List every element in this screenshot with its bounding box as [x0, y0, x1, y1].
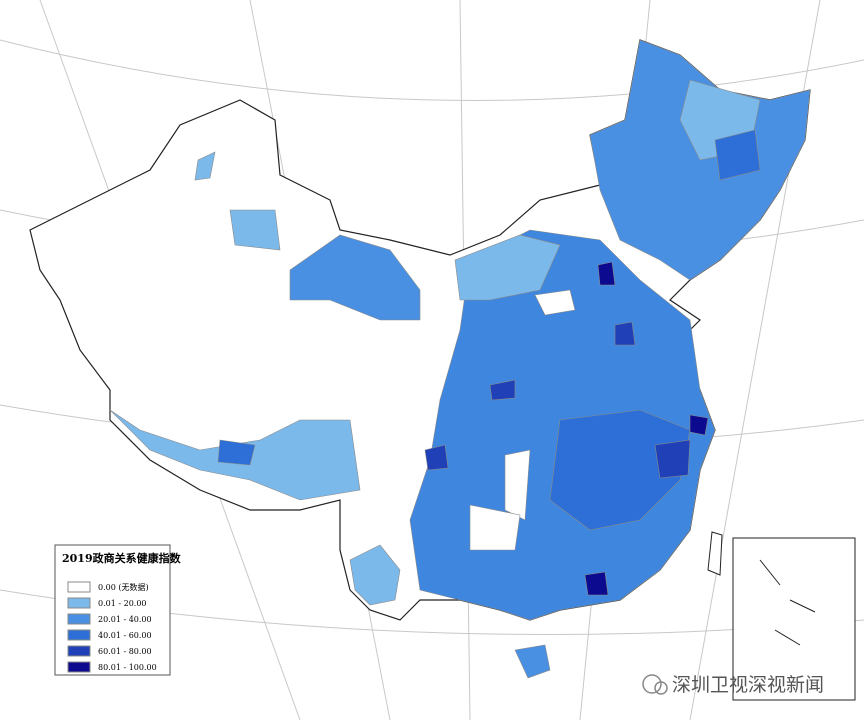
legend-items: 0.00 (无数据) 0.01 - 20.00 20.01 - 40.00 40.01… — [67, 581, 157, 673]
legend-swatch — [67, 597, 91, 609]
inset-box — [732, 537, 856, 701]
legend-swatch — [67, 645, 91, 657]
legend-label: 60.01 - 80.00 — [98, 647, 152, 656]
legend-swatch — [67, 613, 91, 625]
legend-label: 40.01 - 60.00 — [98, 631, 152, 640]
legend-swatch — [67, 661, 91, 673]
legend-label: 20.01 - 40.00 — [98, 615, 152, 624]
legend-swatch — [67, 581, 91, 593]
watermark: 深圳卫视深视新闻 — [642, 674, 824, 696]
inset-islands — [759, 559, 816, 646]
regions — [109, 39, 811, 679]
legend-label: 0.01 - 20.00 — [98, 599, 147, 608]
taiwan — [707, 531, 723, 576]
legend-label: 80.01 - 100.00 — [98, 663, 157, 672]
watermark-text: 深圳卫视深视新闻 — [672, 674, 824, 696]
legend-label: 0.00 (无数据) — [98, 582, 149, 592]
legend-title: 2019政商关系健康指数 — [62, 551, 182, 565]
legend-swatch — [67, 629, 91, 641]
